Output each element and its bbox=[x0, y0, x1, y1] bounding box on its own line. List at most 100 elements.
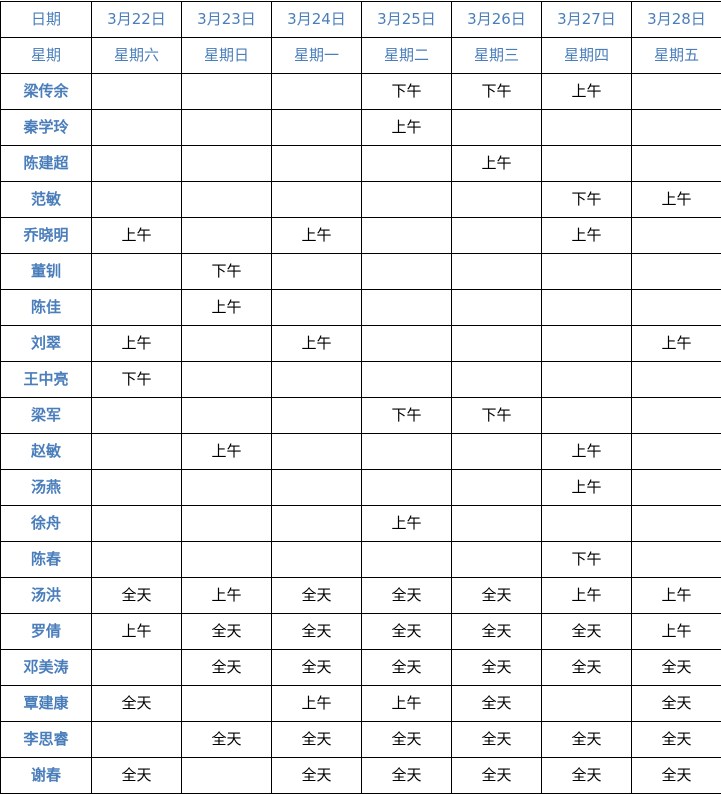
table-row: 李思睿全天全天全天全天全天全天 bbox=[1, 722, 721, 758]
duty-slot-cell: 上午 bbox=[632, 326, 721, 362]
table-row: 董钏下午 bbox=[1, 254, 721, 290]
person-name-cell: 陈佳 bbox=[1, 290, 92, 326]
duty-slot-cell: 下午 bbox=[452, 398, 542, 434]
header-date-2: 3月24日 bbox=[272, 2, 362, 38]
duty-slot-cell bbox=[542, 290, 632, 326]
header-row-weekday: 星期 星期六 星期日 星期一 星期二 星期三 星期四 星期五 bbox=[1, 38, 721, 74]
duty-slot-cell: 下午 bbox=[362, 398, 452, 434]
duty-slot-cell bbox=[452, 470, 542, 506]
duty-slot-cell bbox=[542, 686, 632, 722]
duty-slot-cell bbox=[542, 506, 632, 542]
duty-slot-cell bbox=[182, 146, 272, 182]
duty-slot-cell bbox=[632, 434, 721, 470]
person-name-cell: 陈建超 bbox=[1, 146, 92, 182]
table-row: 谢春全天全天全天全天全天全天 bbox=[1, 758, 721, 794]
duty-slot-cell bbox=[92, 254, 182, 290]
header-date-1: 3月23日 bbox=[182, 2, 272, 38]
duty-slot-cell: 上午 bbox=[542, 74, 632, 110]
duty-slot-cell bbox=[632, 110, 721, 146]
person-name-cell: 范敏 bbox=[1, 182, 92, 218]
duty-slot-cell: 上午 bbox=[362, 686, 452, 722]
duty-slot-cell: 全天 bbox=[542, 614, 632, 650]
duty-slot-cell: 上午 bbox=[632, 182, 721, 218]
duty-slot-cell bbox=[92, 506, 182, 542]
table-row: 刘翠上午上午上午 bbox=[1, 326, 721, 362]
person-name-cell: 徐舟 bbox=[1, 506, 92, 542]
duty-slot-cell: 上午 bbox=[92, 614, 182, 650]
person-name-cell: 乔晓明 bbox=[1, 218, 92, 254]
duty-slot-cell: 全天 bbox=[362, 758, 452, 794]
duty-slot-cell bbox=[632, 398, 721, 434]
duty-slot-cell: 全天 bbox=[272, 578, 362, 614]
duty-slot-cell bbox=[272, 542, 362, 578]
person-name-cell: 陈春 bbox=[1, 542, 92, 578]
table-row: 陈春下午 bbox=[1, 542, 721, 578]
duty-slot-cell: 全天 bbox=[272, 722, 362, 758]
duty-slot-cell bbox=[182, 470, 272, 506]
duty-slot-cell bbox=[92, 470, 182, 506]
duty-slot-cell bbox=[182, 218, 272, 254]
duty-slot-cell: 全天 bbox=[452, 686, 542, 722]
person-name-cell: 罗倩 bbox=[1, 614, 92, 650]
duty-slot-cell: 上午 bbox=[272, 326, 362, 362]
duty-slot-cell bbox=[632, 470, 721, 506]
header-weekday-2: 星期一 bbox=[272, 38, 362, 74]
duty-slot-cell bbox=[452, 110, 542, 146]
header-weekday-3: 星期二 bbox=[362, 38, 452, 74]
duty-slot-cell: 上午 bbox=[362, 506, 452, 542]
duty-slot-cell: 全天 bbox=[182, 650, 272, 686]
duty-slot-cell bbox=[182, 542, 272, 578]
duty-slot-cell bbox=[272, 470, 362, 506]
duty-slot-cell bbox=[362, 290, 452, 326]
duty-slot-cell: 全天 bbox=[182, 614, 272, 650]
person-name-cell: 邓美涛 bbox=[1, 650, 92, 686]
duty-slot-cell bbox=[542, 254, 632, 290]
person-name-cell: 汤燕 bbox=[1, 470, 92, 506]
duty-slot-cell bbox=[272, 290, 362, 326]
table-row: 徐舟 上午 bbox=[1, 506, 721, 542]
header-corner-weekday-label: 星期 bbox=[1, 38, 92, 74]
duty-slot-cell: 上午 bbox=[182, 434, 272, 470]
header-date-4: 3月26日 bbox=[452, 2, 542, 38]
duty-slot-cell: 全天 bbox=[92, 758, 182, 794]
person-name-cell: 梁传余 bbox=[1, 74, 92, 110]
duty-slot-cell bbox=[272, 74, 362, 110]
duty-slot-cell bbox=[182, 74, 272, 110]
duty-slot-cell bbox=[272, 146, 362, 182]
duty-slot-cell: 上午 bbox=[362, 110, 452, 146]
table-row: 乔晓明上午上午上午 bbox=[1, 218, 721, 254]
header-weekday-1: 星期日 bbox=[182, 38, 272, 74]
table-row: 梁传余下午下午上午 bbox=[1, 74, 721, 110]
duty-slot-cell: 上午 bbox=[92, 218, 182, 254]
duty-slot-cell bbox=[632, 506, 721, 542]
person-name-cell: 秦学玲 bbox=[1, 110, 92, 146]
duty-slot-cell bbox=[272, 110, 362, 146]
duty-slot-cell: 全天 bbox=[452, 722, 542, 758]
header-date-5: 3月27日 bbox=[542, 2, 632, 38]
duty-slot-cell bbox=[92, 74, 182, 110]
duty-slot-cell: 全天 bbox=[452, 758, 542, 794]
person-name-cell: 赵敏 bbox=[1, 434, 92, 470]
duty-slot-cell: 全天 bbox=[272, 614, 362, 650]
table-row: 赵敏上午上午 bbox=[1, 434, 721, 470]
table-row: 覃建康全天上午上午全天全天 bbox=[1, 686, 721, 722]
person-name-cell: 汤洪 bbox=[1, 578, 92, 614]
table-row: 梁军下午下午 bbox=[1, 398, 721, 434]
duty-slot-cell bbox=[92, 434, 182, 470]
duty-slot-cell: 全天 bbox=[272, 650, 362, 686]
duty-slot-cell: 上午 bbox=[542, 218, 632, 254]
header-weekday-0: 星期六 bbox=[92, 38, 182, 74]
duty-slot-cell bbox=[182, 686, 272, 722]
duty-slot-cell bbox=[182, 110, 272, 146]
header-corner-date-label: 日期 bbox=[1, 2, 92, 38]
table-row: 罗倩上午全天全天全天全天全天上午 bbox=[1, 614, 721, 650]
duty-slot-cell: 上午 bbox=[92, 326, 182, 362]
duty-slot-cell bbox=[272, 362, 362, 398]
duty-slot-cell: 全天 bbox=[362, 614, 452, 650]
duty-slot-cell bbox=[182, 182, 272, 218]
duty-slot-cell: 全天 bbox=[92, 686, 182, 722]
duty-slot-cell bbox=[182, 506, 272, 542]
duty-slot-cell: 全天 bbox=[632, 758, 721, 794]
duty-slot-cell bbox=[452, 362, 542, 398]
